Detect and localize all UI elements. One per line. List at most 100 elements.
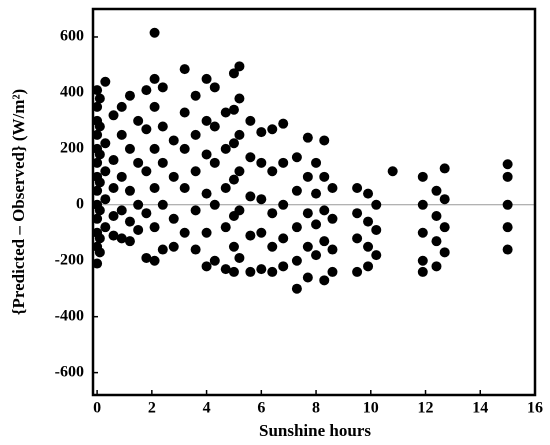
point <box>245 266 256 277</box>
point <box>92 129 103 140</box>
x-tick-label: 10 <box>363 400 379 417</box>
point <box>133 224 144 235</box>
point <box>319 135 330 146</box>
point <box>302 272 313 283</box>
point <box>209 255 220 266</box>
point <box>352 233 363 244</box>
point <box>190 166 201 177</box>
point <box>209 157 220 168</box>
point <box>201 115 212 126</box>
point <box>245 115 256 126</box>
point <box>209 82 220 93</box>
x-tick-label: 8 <box>312 400 320 417</box>
point <box>149 222 160 233</box>
point <box>141 166 152 177</box>
x-tick-label: 0 <box>93 400 101 417</box>
point <box>278 118 289 129</box>
point <box>201 149 212 160</box>
point <box>179 143 190 154</box>
point <box>201 73 212 84</box>
point <box>168 241 179 252</box>
plot-frame <box>91 7 537 397</box>
point <box>256 264 267 275</box>
point <box>302 171 313 182</box>
point <box>234 61 245 72</box>
point <box>352 183 363 194</box>
point <box>417 171 428 182</box>
point <box>149 183 160 194</box>
point <box>291 255 302 266</box>
point <box>108 110 119 121</box>
point <box>124 236 135 247</box>
x-tick-label: 14 <box>472 400 488 417</box>
y-axis-label: {Predicted – Observed} (W/m²) <box>9 89 28 315</box>
point <box>116 233 127 244</box>
point <box>108 230 119 241</box>
point <box>108 155 119 166</box>
y-tick-label: -200 <box>55 251 84 268</box>
point <box>502 199 513 210</box>
point <box>141 252 152 263</box>
point <box>502 222 513 233</box>
point <box>228 68 239 79</box>
y-tick-label: 200 <box>60 140 84 157</box>
point <box>141 124 152 135</box>
point <box>267 266 278 277</box>
point <box>94 177 105 188</box>
point <box>228 266 239 277</box>
y-tick-label: -600 <box>55 363 84 380</box>
point <box>100 222 111 233</box>
point <box>124 143 135 154</box>
point <box>157 121 168 132</box>
point <box>141 208 152 219</box>
point <box>439 163 450 174</box>
point <box>234 166 245 177</box>
point <box>502 171 513 182</box>
point <box>108 210 119 221</box>
point <box>220 183 231 194</box>
point <box>431 185 442 196</box>
x-tick-label: 16 <box>527 400 543 417</box>
point <box>311 157 322 168</box>
point <box>100 166 111 177</box>
point <box>417 227 428 238</box>
point <box>352 208 363 219</box>
point <box>291 283 302 294</box>
point <box>94 121 105 132</box>
point <box>256 157 267 168</box>
point <box>439 222 450 233</box>
point <box>267 208 278 219</box>
point <box>417 266 428 277</box>
point <box>234 252 245 263</box>
point <box>245 191 256 202</box>
point <box>108 183 119 194</box>
point <box>141 85 152 96</box>
point <box>92 213 103 224</box>
point <box>327 266 338 277</box>
point <box>363 216 374 227</box>
point <box>190 205 201 216</box>
point <box>124 185 135 196</box>
point <box>209 199 220 210</box>
point <box>371 250 382 261</box>
point <box>157 157 168 168</box>
point <box>179 107 190 118</box>
point <box>190 90 201 101</box>
point <box>149 255 160 266</box>
point <box>94 149 105 160</box>
point <box>311 250 322 261</box>
point <box>291 185 302 196</box>
point <box>363 188 374 199</box>
y-tick-label: 400 <box>60 84 84 101</box>
point <box>291 152 302 163</box>
point <box>94 205 105 216</box>
point <box>267 241 278 252</box>
point <box>267 166 278 177</box>
x-tick-label: 4 <box>203 400 211 417</box>
point <box>157 199 168 210</box>
point <box>302 132 313 143</box>
point <box>168 213 179 224</box>
point <box>319 275 330 286</box>
point <box>179 183 190 194</box>
point <box>220 222 231 233</box>
